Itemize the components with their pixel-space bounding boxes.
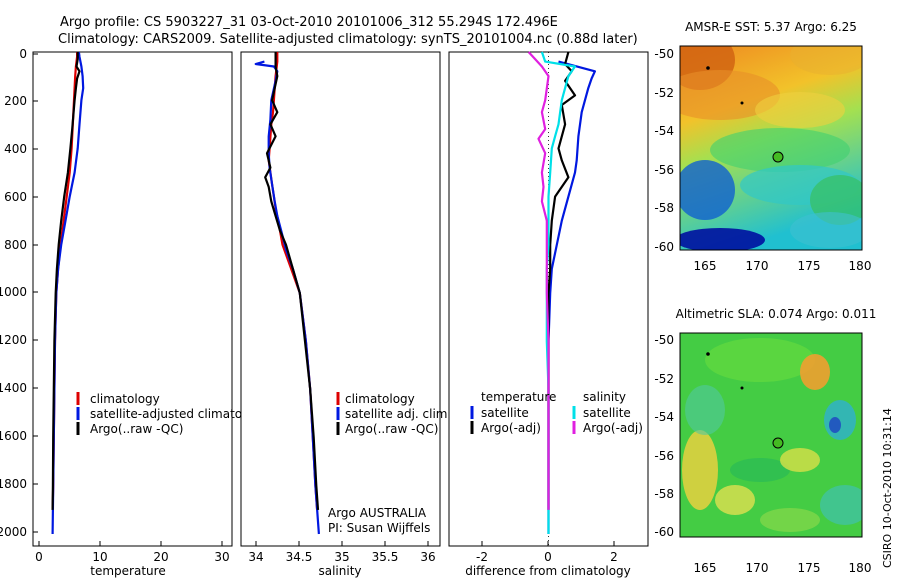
difference-xtick-0: 0 <box>544 550 552 564</box>
footer-stamp: CSIRO 10-Oct-2010 10:31:14 <box>881 408 894 568</box>
depth-tick-400: 400 <box>4 142 27 156</box>
sst-map-title: AMSR-E SST: 5.37 Argo: 6.25 <box>685 20 857 34</box>
salinity-xlabel: salinity <box>318 564 361 578</box>
figure-title-line2: Climatology: CARS2009. Satellite-adjuste… <box>58 32 638 47</box>
difference-legend: temperature salinity satellite Argo(-adj… <box>470 390 643 435</box>
difference-xlabel: difference from climatology <box>465 564 631 578</box>
depth-tick-800: 800 <box>4 238 27 252</box>
depth-tick-1000: 1000 <box>0 285 27 299</box>
difference-legend-temp-satellite: satellite <box>481 406 529 420</box>
difference-panel: -2 0 2 difference from climatology tempe… <box>448 51 649 578</box>
sst-float-track-marker <box>706 66 710 70</box>
series-line-temperature-2 <box>51 52 81 510</box>
sst-xtick-170: 170 <box>746 259 769 273</box>
salinity-xtick-34-5: 34.5 <box>286 550 313 564</box>
temperature-panel: 0 10 20 30 temperature climatology satel… <box>32 51 268 578</box>
sst-ytick-56: -56 <box>654 163 674 177</box>
series-line-salinity-2 <box>264 52 320 510</box>
sla-map-frame <box>679 332 863 538</box>
difference-xticks: -2 0 2 <box>476 541 618 564</box>
sla-ytick-58: -58 <box>654 487 674 501</box>
difference-legend-temperature-header: temperature <box>481 390 556 404</box>
sst-profile-marker <box>772 151 784 163</box>
salinity-xticks: 34 34.5 35 35.5 36 <box>248 541 436 564</box>
temperature-xtick-30: 30 <box>214 550 229 564</box>
sst-ytick-54: -54 <box>654 124 674 138</box>
depth-tick-1800: 1800 <box>0 477 27 491</box>
sla-xtick-165: 165 <box>694 561 717 575</box>
sla-ytick-50: -50 <box>654 333 674 347</box>
difference-legend-sal-satellite: satellite <box>583 406 631 420</box>
sst-float-track-marker-2 <box>740 101 744 105</box>
argo-annotation-line2: PI: Susan Wijffels <box>328 521 430 535</box>
salinity-xtick-35-5: 35.5 <box>372 550 399 564</box>
sla-float-track-marker-2 <box>740 386 744 390</box>
salinity-legend: climatology satellite adj. clim. Argo(..… <box>336 392 451 436</box>
depth-tick-1400: 1400 <box>0 381 27 395</box>
temperature-series <box>51 51 85 535</box>
sla-ytick-54: -54 <box>654 410 674 424</box>
difference-legend-salinity-header: salinity <box>583 390 626 404</box>
difference-xtick-2: 2 <box>610 550 618 564</box>
salinity-xtick-35: 35 <box>334 550 349 564</box>
salinity-legend-argo: Argo(..raw -QC) <box>345 422 438 436</box>
sla-ytick-56: -56 <box>654 449 674 463</box>
salinity-xtick-36: 36 <box>420 550 435 564</box>
difference-series <box>527 51 597 546</box>
sla-ytick-60: -60 <box>654 525 674 539</box>
sla-heatmap <box>680 333 862 537</box>
sst-xtick-165: 165 <box>694 259 717 273</box>
figure-title-line1: Argo profile: CS 5903227_31 03-Oct-2010 … <box>60 15 558 30</box>
sst-xtick-175: 175 <box>798 259 821 273</box>
series-line-difference-from-climatology-3 <box>527 51 550 510</box>
depth-tick-0: 0 <box>19 47 27 61</box>
depth-tick-2000: 2000 <box>0 525 27 539</box>
temperature-legend: climatology satellite-adjusted climatolo… <box>76 392 268 436</box>
sst-map-panel: AMSR-E SST: 5.37 Argo: 6.25 165 170 175 … <box>654 20 871 273</box>
depth-tick-600: 600 <box>4 190 27 204</box>
sst-map-frame <box>679 45 863 251</box>
depth-tick-1200: 1200 <box>0 333 27 347</box>
salinity-legend-climatology: climatology <box>345 392 415 406</box>
salinity-panel: 34 34.5 35 35.5 36 salinity climatology … <box>240 51 451 578</box>
sst-ytick-52: -52 <box>654 86 674 100</box>
sla-map-axes-ticks: 165 170 175 180 -50 -52 -54 -56 -58 -60 <box>654 333 871 575</box>
difference-legend-temp-argo: Argo(-adj) <box>481 421 541 435</box>
sst-ytick-60: -60 <box>654 240 674 254</box>
temperature-legend-argo: Argo(..raw -QC) <box>90 422 183 436</box>
sst-map-axes-ticks: 165 170 175 180 -50 -52 -54 -56 -58 -60 <box>654 47 871 273</box>
sla-xtick-180: 180 <box>849 561 872 575</box>
depth-tick-200: 200 <box>4 94 27 108</box>
sla-map-title: Altimetric SLA: 0.074 Argo: 0.011 <box>676 307 877 321</box>
salinity-series <box>254 52 320 535</box>
sst-xtick-180: 180 <box>849 259 872 273</box>
temperature-xtick-10: 10 <box>92 550 107 564</box>
temperature-axes <box>32 51 233 547</box>
temperature-xticks: 0 10 20 30 <box>35 541 230 564</box>
temperature-xtick-20: 20 <box>153 550 168 564</box>
sla-ytick-52: -52 <box>654 372 674 386</box>
sla-profile-marker <box>772 437 784 449</box>
temperature-xtick-0: 0 <box>35 550 43 564</box>
sst-heatmap <box>680 46 862 250</box>
sla-xtick-170: 170 <box>746 561 769 575</box>
sla-map-panel: Altimetric SLA: 0.074 Argo: 0.011 165 17… <box>654 307 876 575</box>
sla-xtick-175: 175 <box>798 561 821 575</box>
difference-xtick-neg2: -2 <box>476 550 488 564</box>
temperature-xlabel: temperature <box>90 564 165 578</box>
salinity-legend-satellite: satellite adj. clim. <box>345 407 451 421</box>
depth-axis: 0 200 400 600 800 1000 1200 1400 1600 18… <box>0 47 38 539</box>
temperature-legend-climatology: climatology <box>90 392 160 406</box>
salinity-xtick-34: 34 <box>248 550 263 564</box>
temperature-legend-satellite: satellite-adjusted climatology <box>90 407 268 421</box>
sla-float-track-marker <box>706 352 710 356</box>
sst-ytick-58: -58 <box>654 201 674 215</box>
argo-annotation-line1: Argo AUSTRALIA <box>328 506 427 520</box>
depth-tick-1600: 1600 <box>0 429 27 443</box>
sst-ytick-50: -50 <box>654 47 674 61</box>
difference-legend-sal-argo: Argo(-adj) <box>583 421 643 435</box>
